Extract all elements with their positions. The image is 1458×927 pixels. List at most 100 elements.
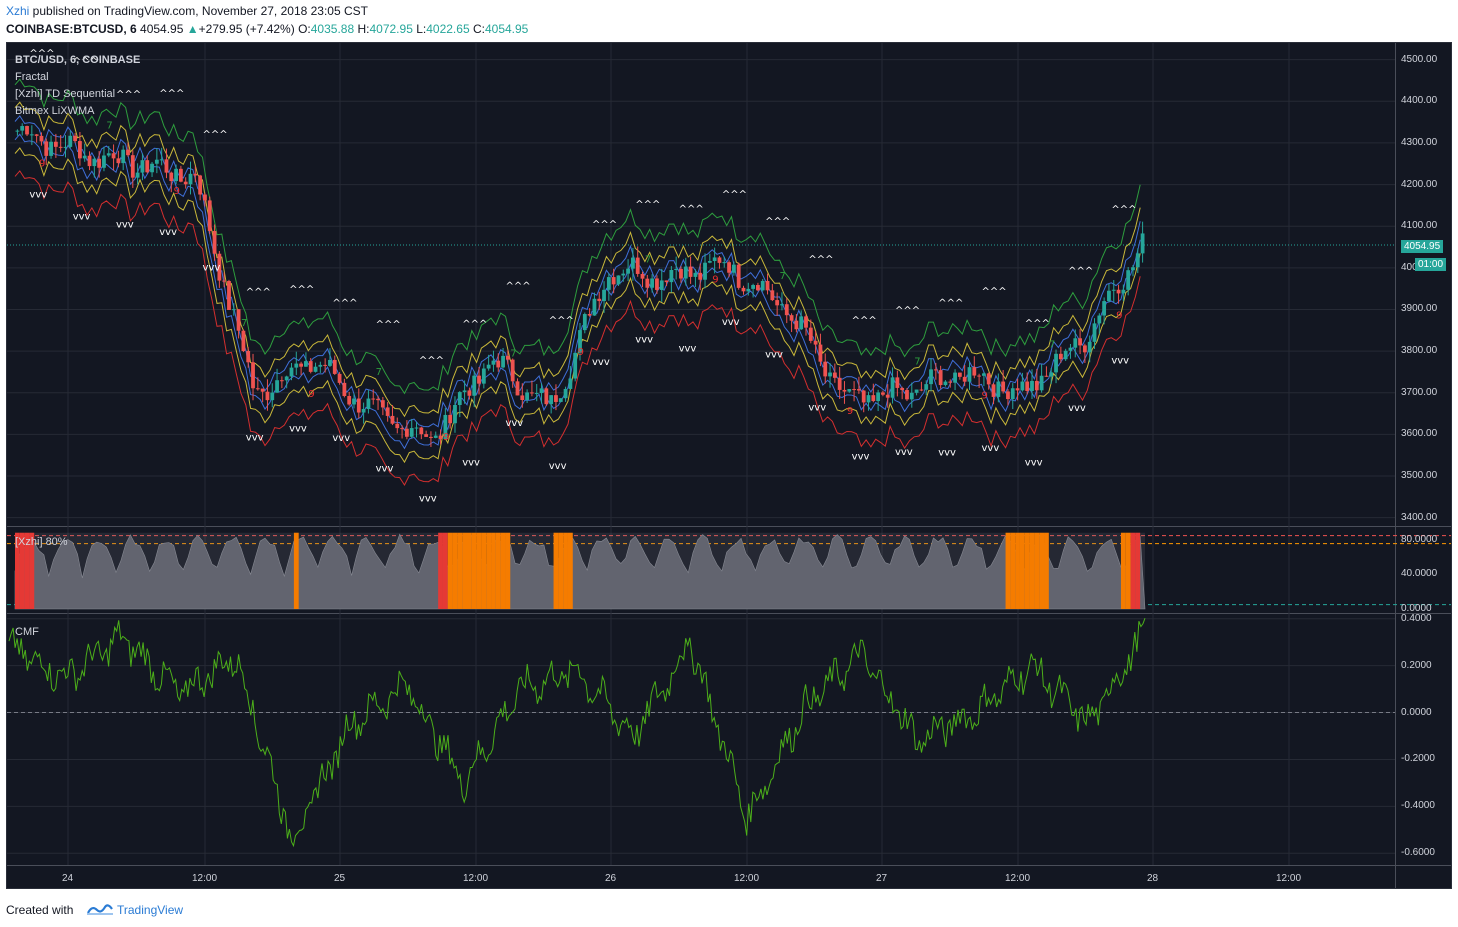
candle-body <box>582 314 587 331</box>
td-count-marker: 9 <box>443 432 449 443</box>
candle-body <box>635 257 640 274</box>
candle-body <box>385 407 390 416</box>
price-tick: 3700.00 <box>1401 386 1438 398</box>
osc-highlight-bar <box>471 532 477 609</box>
tradingview-link[interactable]: TradingView <box>117 903 184 917</box>
chart-canvas[interactable]: ^^^ vvv ^^^ vvv ^^^ vvv ^^^ vvv ^^^ vvv ^^^ vvv ^^^ v… <box>6 42 1452 889</box>
candle-body <box>356 398 361 413</box>
candle-body <box>1116 289 1121 294</box>
cmf-pane-title[interactable]: CMF <box>15 626 39 638</box>
candle-body <box>664 280 669 283</box>
osc-highlight-bar <box>1130 532 1136 609</box>
fractal-down-marker: vvv <box>635 335 653 346</box>
indicator-td-sequential[interactable]: [Xzhi] TD Sequential <box>15 88 116 100</box>
candle-body <box>472 375 477 396</box>
candle-body <box>25 126 29 135</box>
candle-body <box>1039 375 1044 391</box>
fractal-up-marker: ^^^ <box>246 287 271 298</box>
low-value: 4022.65 <box>426 22 470 36</box>
candle-body <box>78 141 82 159</box>
candle-body <box>943 381 948 386</box>
candle-body <box>794 320 799 330</box>
time-tick: 25 <box>334 873 346 884</box>
fractal-down-marker: vvv <box>1025 457 1043 468</box>
close-label: C: <box>472 22 485 36</box>
td-count-marker: 7 <box>780 271 786 282</box>
candle-body <box>414 427 419 429</box>
fractal-down-marker: vvv <box>505 418 523 429</box>
cmf-tick: -0.6000 <box>1401 847 1435 859</box>
td-count-marker: 9 <box>847 406 853 417</box>
candle-body <box>1006 391 1010 400</box>
author-link[interactable]: Xzhi <box>6 4 30 18</box>
candle-body <box>972 367 977 376</box>
candle-body <box>630 257 635 269</box>
osc-tick: 0.0000 <box>1401 603 1432 614</box>
osc-highlight-bar <box>293 532 299 609</box>
candle-body <box>457 392 462 405</box>
fractal-up-marker: ^^^ <box>462 319 487 330</box>
candle-body <box>462 390 467 393</box>
candle-body <box>1054 353 1058 373</box>
fractal-up-marker: ^^^ <box>549 316 574 327</box>
candle-body <box>270 392 275 401</box>
fractal-up-marker: ^^^ <box>376 319 401 330</box>
candle-body <box>1131 267 1135 271</box>
candle-body <box>765 280 770 291</box>
candle-body <box>775 300 780 306</box>
candle-body <box>255 388 260 390</box>
candle-body <box>530 392 534 394</box>
candle-body <box>1121 289 1126 294</box>
ohlc-line: COINBASE:BTCUSD, 6 4054.95 ▲+279.95 (+7.… <box>6 22 528 36</box>
last-price: 4054.95 <box>140 22 184 36</box>
td-count-marker: 9 <box>982 390 988 401</box>
candle-body <box>73 135 78 142</box>
candle-body <box>818 344 823 362</box>
osc-highlight-bar <box>1029 532 1035 609</box>
fractal-up-marker: ^^^ <box>982 287 1007 298</box>
price-tick: 4300.00 <box>1401 136 1438 148</box>
candle-body <box>789 315 794 321</box>
osc-highlight-bar <box>29 532 35 609</box>
candle-body <box>501 355 505 368</box>
fractal-down-marker: vvv <box>592 357 610 368</box>
fractal-up-marker: ^^^ <box>419 356 444 367</box>
candle-body <box>111 153 116 159</box>
chart-svg[interactable]: ^^^ vvv ^^^ vvv ^^^ vvv ^^^ vvv ^^^ vvv ^^^ vvv ^^^ v… <box>7 43 1451 888</box>
time-tick: 24 <box>62 873 74 884</box>
indicator-lixwma[interactable]: Bitmex LiXWMA <box>15 105 95 117</box>
candle-body <box>722 262 727 264</box>
candle-body <box>1087 341 1092 353</box>
candle-body <box>299 363 304 367</box>
candle-body <box>203 194 207 201</box>
candle-body <box>404 428 409 437</box>
candle-body <box>510 359 515 382</box>
candle-body <box>967 367 972 382</box>
candle-body <box>328 359 332 366</box>
candle-body <box>1010 388 1015 400</box>
osc-band <box>15 532 1145 609</box>
candle-body <box>376 398 380 401</box>
footer: Created with TradingView <box>0 895 1458 927</box>
fractal-down-marker: vvv <box>1068 403 1086 414</box>
candle-body <box>881 392 885 395</box>
fractal-down-marker: vvv <box>246 433 264 444</box>
low-label: L: <box>416 22 427 36</box>
osc-highlight-bar <box>1039 532 1045 609</box>
osc-highlight-bar <box>1010 532 1016 609</box>
cmf-tick: 0.2000 <box>1401 659 1432 671</box>
candle-body <box>905 390 909 400</box>
candle-body <box>251 362 255 389</box>
candle-body <box>318 364 323 367</box>
candle-body <box>784 304 789 316</box>
osc-highlight-bar <box>24 532 30 609</box>
indicator-fractal[interactable]: Fractal <box>15 71 49 83</box>
osc-pane-title[interactable]: [Xzhi] 80% <box>15 536 68 548</box>
candle-body <box>756 285 760 291</box>
candle-body <box>929 369 933 385</box>
price-tick: 3800.00 <box>1401 345 1438 357</box>
osc-highlight-bar <box>500 532 506 609</box>
candle-body <box>679 268 683 279</box>
tradingview-logo-icon[interactable] <box>86 901 114 917</box>
td-count-marker: 9 <box>712 274 718 285</box>
